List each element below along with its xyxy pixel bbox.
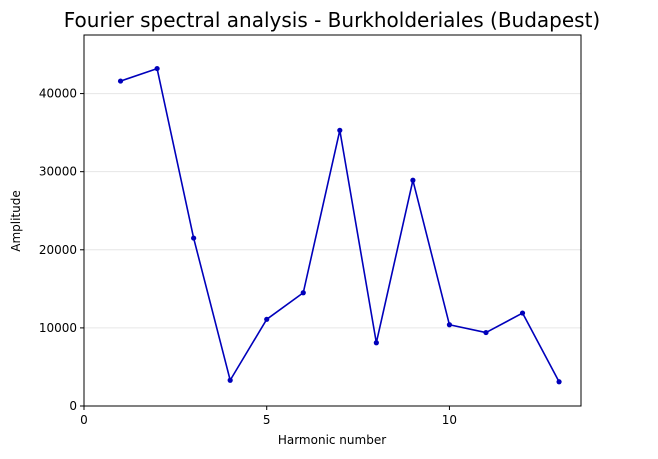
y-axis-label: Amplitude <box>9 190 23 252</box>
x-tick-label: 10 <box>442 413 457 427</box>
chart-title: Fourier spectral analysis - Burkholderia… <box>64 8 600 32</box>
data-point <box>227 377 233 383</box>
gridlines <box>84 93 581 329</box>
data-point <box>373 340 379 346</box>
plot-area-frame <box>83 34 582 407</box>
data-point <box>154 65 160 72</box>
y-tick-label: 40000 <box>39 87 77 101</box>
data-point <box>117 78 124 84</box>
data-point <box>337 127 343 133</box>
y-tick-label: 10000 <box>39 321 77 335</box>
data-point <box>410 177 416 183</box>
data-point <box>519 310 526 316</box>
x-axis-ticks: 0 5 10 <box>80 406 457 427</box>
data-point <box>264 316 270 322</box>
data-point <box>483 329 489 336</box>
data-point <box>446 322 453 328</box>
data-point <box>191 235 197 241</box>
data-point <box>300 290 306 296</box>
x-tick-label: 0 <box>80 413 88 427</box>
y-tick-label: 0 <box>69 399 77 413</box>
x-tick-label: 5 <box>263 413 271 427</box>
x-axis-label: Harmonic number <box>278 433 386 447</box>
series-group <box>117 65 562 385</box>
y-axis-ticks: 0 10000 20000 30000 40000 <box>39 87 84 413</box>
data-point <box>556 379 562 385</box>
y-tick-label: 20000 <box>39 243 77 257</box>
y-tick-label: 30000 <box>39 165 77 179</box>
